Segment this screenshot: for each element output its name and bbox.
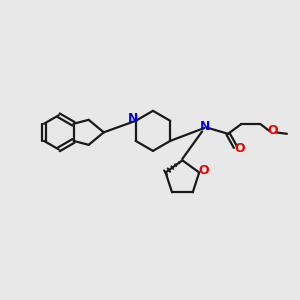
Text: O: O	[234, 142, 244, 155]
Text: O: O	[198, 164, 208, 177]
Text: O: O	[268, 124, 278, 137]
Text: N: N	[200, 120, 210, 133]
Text: N: N	[128, 112, 139, 125]
